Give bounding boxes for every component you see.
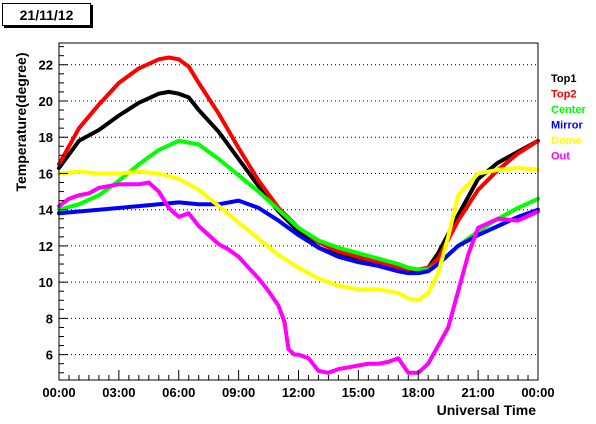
x-tick-label: 18:00 [402, 385, 435, 400]
x-tick-label: 12:00 [282, 385, 315, 400]
y-tick-label: 18 [39, 130, 53, 145]
legend-entry-center: Center [551, 104, 587, 116]
series-line-dome [57, 166, 540, 303]
y-tick-label: 16 [39, 166, 53, 181]
x-axis-label: Universal Time [437, 402, 537, 418]
series-line-mirror [57, 198, 540, 276]
y-axis-ticks: 6 8 10 12 14 16 18 20 22 [39, 46, 68, 374]
legend-entry-out: Out [551, 151, 570, 163]
x-tick-label: 00:00 [42, 385, 75, 400]
x-tick-label: 00:00 [521, 385, 554, 400]
y-tick-label: 14 [39, 203, 54, 218]
x-tick-label: 06:00 [162, 385, 195, 400]
x-tick-label: 15:00 [342, 385, 375, 400]
series-line-top1 [57, 89, 540, 274]
y-tick-label: 20 [39, 94, 53, 109]
legend-entry-top1: Top1 [551, 73, 576, 85]
legend-entry-dome: Dome [551, 135, 582, 147]
x-tick-label: 21:00 [462, 385, 495, 400]
series-lines [57, 55, 540, 375]
legend-entry-top2: Top2 [551, 89, 576, 101]
y-tick-label: 8 [46, 311, 53, 326]
x-tick-label: 03:00 [102, 385, 135, 400]
legend: Top1 Top2 Center Mirror Dome Out [551, 73, 587, 163]
x-tick-label: 09:00 [222, 385, 255, 400]
y-tick-label: 10 [39, 275, 53, 290]
x-axis-ticks: 00:00 03:00 06:00 09:00 12:00 15:00 18:00 21:00… [42, 370, 555, 400]
y-axis-label: Temperature(degree) [13, 52, 29, 191]
y-tick-label: 22 [39, 58, 53, 73]
chart-title-box: 21/11/12 [2, 3, 91, 26]
y-tick-label: 12 [39, 239, 53, 254]
legend-entry-mirror: Mirror [551, 120, 584, 132]
y-tick-label: 6 [46, 348, 53, 363]
series-line-out [57, 180, 540, 375]
